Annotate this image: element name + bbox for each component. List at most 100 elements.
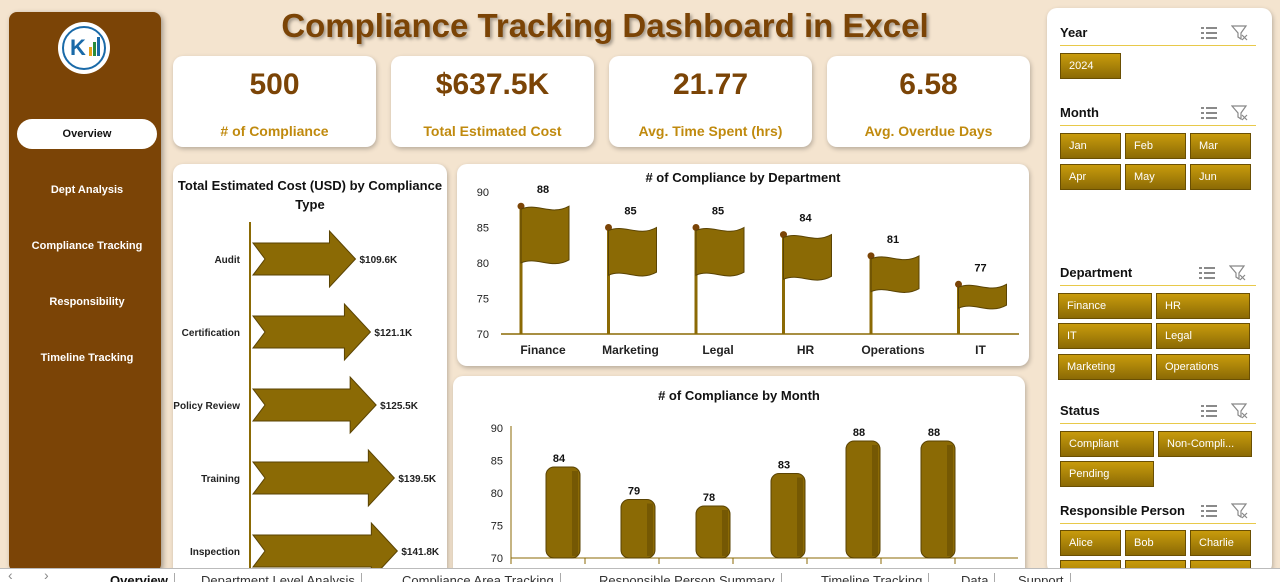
bar xyxy=(620,499,656,559)
slicer-dept-operations[interactable]: Operations xyxy=(1156,354,1250,380)
category-label: Audit xyxy=(214,255,240,266)
slicer-month-apr[interactable]: Apr xyxy=(1060,164,1121,190)
company-logo: K xyxy=(58,22,110,74)
bar-arrow xyxy=(252,302,372,362)
slicer-person-bob[interactable]: Bob xyxy=(1125,530,1186,556)
slicer-dept-legal[interactable]: Legal xyxy=(1156,323,1250,349)
slicer-dept-it[interactable]: IT xyxy=(1058,323,1152,349)
category-label: Marketing xyxy=(602,343,659,357)
slicer-person-charlie[interactable]: Charlie xyxy=(1190,530,1251,556)
category-label: Finance xyxy=(520,343,566,357)
bar-shade xyxy=(872,445,878,556)
clear-filter-icon[interactable] xyxy=(1231,403,1249,419)
kpi-value: 500 xyxy=(249,68,300,101)
data-label: $121.1K xyxy=(374,328,413,339)
slicer-panel: Year 2024 Month Jan Feb Mar Apr May Jun … xyxy=(1047,8,1272,574)
slicer-status-pending[interactable]: Pending xyxy=(1060,461,1154,487)
flag-pole-top xyxy=(517,202,525,210)
flag-bar xyxy=(520,205,570,265)
bar-arrow xyxy=(252,229,357,289)
slicer-title: Status xyxy=(1060,403,1100,418)
slicer-status-header: Status xyxy=(1060,400,1256,424)
sidebar: K Overview Dept Analysis Compliance Trac… xyxy=(9,12,161,572)
y-tick-label: 70 xyxy=(477,329,489,341)
sheet-tab-department-level-analysis[interactable]: Department Level Analysis xyxy=(195,573,362,582)
bar-shade xyxy=(572,471,578,556)
sheet-tab-data[interactable]: Data xyxy=(955,573,996,582)
scroll-right-icon[interactable]: › xyxy=(44,568,49,582)
flag-pole-top xyxy=(955,280,962,288)
dept-chart-svg: 70 75 80 85 90 88 Finance 85 Marketing 85 Legal 84 H… xyxy=(477,184,1019,357)
multi-select-icon[interactable] xyxy=(1200,25,1218,41)
slicer-month-jun[interactable]: Jun xyxy=(1190,164,1251,190)
slicer-dept-marketing[interactable]: Marketing xyxy=(1058,354,1152,380)
chart-title: # of Compliance by Department xyxy=(645,170,841,185)
nav-compliance-tracking[interactable]: Compliance Tracking xyxy=(31,240,143,252)
flag-pole-top xyxy=(867,252,875,260)
sheet-tab-support[interactable]: Support xyxy=(1012,573,1071,582)
slicer-dept-hr[interactable]: HR xyxy=(1156,293,1250,319)
multi-select-icon[interactable] xyxy=(1200,105,1218,121)
slicer-year-2024[interactable]: 2024 xyxy=(1060,53,1121,79)
bar-arrow xyxy=(252,375,377,435)
slicer-dept-finance[interactable]: Finance xyxy=(1058,293,1152,319)
multi-select-icon[interactable] xyxy=(1200,503,1218,519)
category-label: Inspection xyxy=(190,547,240,558)
slicer-month-may[interactable]: May xyxy=(1125,164,1186,190)
slicer-department-header: Department xyxy=(1060,262,1256,286)
category-label: Training xyxy=(201,474,240,485)
bar-arrow xyxy=(252,448,396,508)
slicer-month-jan[interactable]: Jan xyxy=(1060,133,1121,159)
slicer-status-non-compliant[interactable]: Non-Compli... xyxy=(1158,431,1252,457)
nav-overview[interactable]: Overview xyxy=(17,119,157,149)
y-tick-label: 75 xyxy=(477,294,489,306)
data-label: 85 xyxy=(624,206,636,218)
data-label: 81 xyxy=(887,234,899,246)
slicer-person-header: Responsible Person xyxy=(1060,500,1256,524)
slicer-title: Year xyxy=(1060,25,1088,40)
slicer-status-compliant[interactable]: Compliant xyxy=(1060,431,1154,457)
nav-timeline-tracking[interactable]: Timeline Tracking xyxy=(40,352,134,364)
bar xyxy=(545,466,581,559)
flag-bar xyxy=(608,226,657,277)
nav-dept-analysis[interactable]: Dept Analysis xyxy=(50,184,124,196)
slicer-month-feb[interactable]: Feb xyxy=(1125,133,1186,159)
sheet-tab-compliance-area-tracking[interactable]: Compliance Area Tracking xyxy=(396,573,561,582)
kpi-card-compliance-count: 500 # of Compliance xyxy=(173,56,376,147)
data-label: 78 xyxy=(703,492,715,504)
bar-shade xyxy=(722,510,728,556)
slicer-person-alice[interactable]: Alice xyxy=(1060,530,1121,556)
multi-select-icon[interactable] xyxy=(1198,265,1216,281)
data-label: 88 xyxy=(928,427,940,439)
y-tick-label: 80 xyxy=(491,488,503,500)
multi-select-icon[interactable] xyxy=(1200,403,1218,419)
data-label: 84 xyxy=(553,453,566,465)
slicer-month-header: Month xyxy=(1060,102,1256,126)
sheet-tab-responsible-person-summary[interactable]: Responsible Person Summary xyxy=(593,573,782,582)
clear-filter-icon[interactable] xyxy=(1231,25,1249,41)
clear-filter-icon[interactable] xyxy=(1231,503,1249,519)
clear-filter-icon[interactable] xyxy=(1229,265,1247,281)
chart-compliance-by-department: # of Compliance by Department 70 75 80 85 90… xyxy=(457,164,1029,366)
sheet-tab-overview[interactable]: Overview xyxy=(104,573,175,582)
chart-title: Total Estimated Cost (USD) by Compliance… xyxy=(177,178,443,212)
dashboard-title: Compliance Tracking Dashboard in Excel xyxy=(281,7,929,44)
y-tick-label: 85 xyxy=(491,456,503,468)
data-label: $139.5K xyxy=(398,474,437,485)
clear-filter-icon[interactable] xyxy=(1231,105,1249,121)
kpi-value: 21.77 xyxy=(672,68,749,101)
data-label: $109.6K xyxy=(359,255,398,266)
slicer-month-mar[interactable]: Mar xyxy=(1190,133,1251,159)
kpi-label: Avg. Time Spent (hrs) xyxy=(638,123,783,139)
kpi-card-avg-overdue: 6.58 Avg. Overdue Days xyxy=(827,56,1030,147)
month-chart-svg: 70 75 80 85 90 84 79 78 83 88 88 xyxy=(491,423,1018,565)
flag-pole-top xyxy=(780,231,787,239)
data-label: 88 xyxy=(853,427,865,439)
flag-bar xyxy=(783,233,832,281)
flag-bar xyxy=(695,226,745,277)
nav-responsibility[interactable]: Responsibility xyxy=(49,296,125,308)
scroll-left-icon[interactable]: ‹ xyxy=(8,568,13,582)
svg-text:K: K xyxy=(70,35,86,60)
sheet-tab-timeline-tracking[interactable]: Timeline Tracking xyxy=(815,573,930,582)
kpi-label: Avg. Overdue Days xyxy=(864,123,993,139)
